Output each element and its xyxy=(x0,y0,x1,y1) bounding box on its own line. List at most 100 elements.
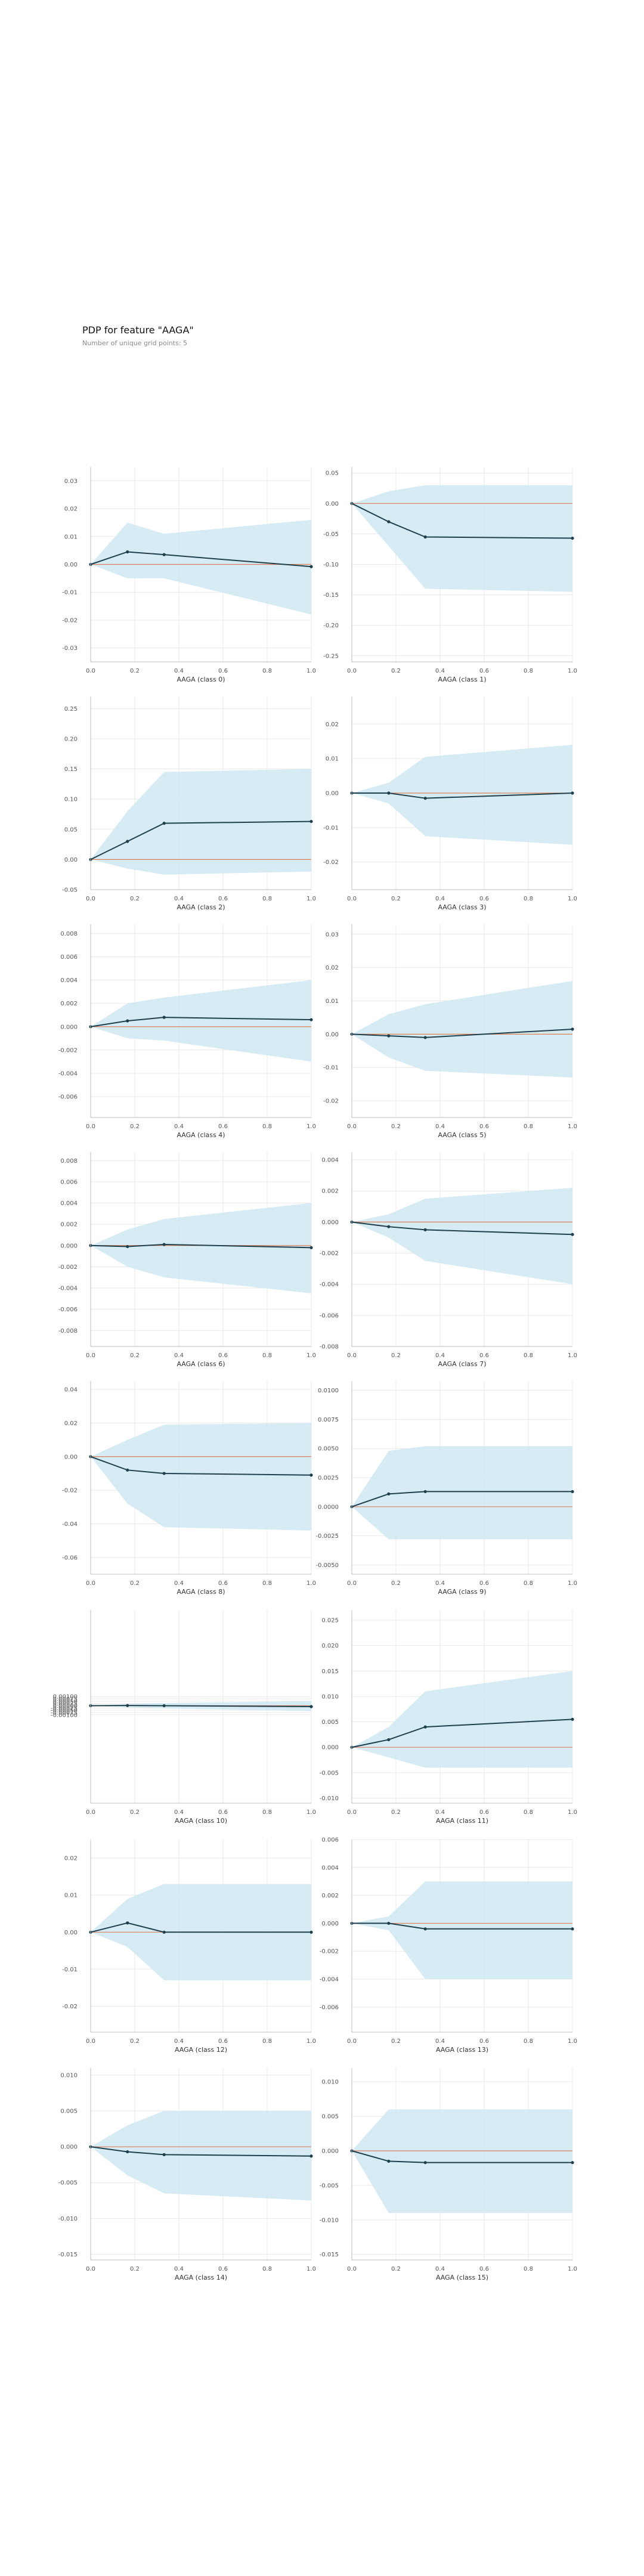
x-tick-label: 0.2 xyxy=(130,1352,140,1359)
x-tick-label: 0.0 xyxy=(86,2266,95,2272)
x-tick-label: 0.4 xyxy=(174,1352,184,1359)
y-tick-label: 0.05 xyxy=(64,826,78,833)
y-tick-label: 0.03 xyxy=(326,931,339,938)
pdp-point xyxy=(309,819,313,823)
y-tick-label: -0.004 xyxy=(58,1070,78,1077)
y-tick-label: 0.01 xyxy=(326,998,339,1005)
pdp-series-line xyxy=(352,792,573,799)
pdp-point xyxy=(126,1704,129,1707)
x-axis-label: AAGA (class 13) xyxy=(436,2046,488,2054)
y-tick-label: 0.004 xyxy=(321,1865,339,1871)
y-tick-label: 0.0000 xyxy=(318,1504,339,1510)
y-tick-label: -0.005 xyxy=(58,2180,78,2187)
y-tick-label: -0.006 xyxy=(320,2004,339,2011)
pdp-chart-9: 0.0 0.2 0.4 0.6 0.8 1.0 -0.0050 -0.0025 0.0000 0.… xyxy=(315,1381,577,1596)
y-tick-label: 0.008 xyxy=(60,1158,78,1165)
x-tick-label: 0.6 xyxy=(218,2038,228,2045)
x-tick-label: 1.0 xyxy=(568,1123,577,1130)
pdp-point xyxy=(126,2150,129,2154)
y-tick-label: -0.00050 xyxy=(51,1708,78,1714)
pdp-point xyxy=(126,1468,129,1472)
x-tick-label: 0.2 xyxy=(391,896,401,902)
x-axis-label: AAGA (class 9) xyxy=(438,1588,486,1596)
x-tick-label: 0.4 xyxy=(435,1352,445,1359)
y-tick-label: 0.00 xyxy=(64,857,78,863)
y-tick-label: -0.10 xyxy=(323,562,339,568)
y-tick-label: -0.00025 xyxy=(51,1705,78,1712)
x-tick-label: 0.6 xyxy=(218,896,228,902)
y-tick-label: 0.02 xyxy=(326,965,339,971)
y-tick-label: -0.01 xyxy=(323,825,339,831)
x-tick-label: 0.6 xyxy=(479,668,489,674)
y-tick-label: 0.02 xyxy=(64,1856,78,1862)
y-tick-label: 0.02 xyxy=(326,722,339,728)
confidence-band xyxy=(91,769,311,875)
x-tick-label: 0.2 xyxy=(130,2038,140,2045)
y-tick-label: 0.03 xyxy=(64,478,78,485)
x-tick-label: 0.6 xyxy=(479,1352,489,1359)
pdp-point xyxy=(571,791,574,795)
y-tick-label: 0.004 xyxy=(321,1157,339,1164)
pdp-chart-1: 0.0 0.2 0.4 0.6 0.8 1.0 -0.25 -0.20 -0.15 -0.10 -0… xyxy=(323,467,577,683)
confidence-band xyxy=(352,485,572,592)
y-tick-label: 0.02 xyxy=(64,1420,78,1427)
y-tick-label: 0.004 xyxy=(60,977,78,984)
y-tick-label: 0.005 xyxy=(60,2109,78,2115)
pdp-point xyxy=(162,1015,166,1019)
confidence-band xyxy=(352,1187,572,1284)
y-tick-label: -0.002 xyxy=(320,1250,339,1257)
pdp-chart-8: 0.0 0.2 0.4 0.6 0.8 1.0 -0.06 -0.04 -0.02 0.00 0.0… xyxy=(62,1381,316,1596)
confidence-band xyxy=(352,1446,572,1540)
pdp-chart-14: 0.0 0.2 0.4 0.6 0.8 1.0 -0.015 -0.010 -0.005 0.00… xyxy=(58,2068,316,2281)
y-tick-label: 0.005 xyxy=(321,1719,339,1726)
y-tick-label: 0.00 xyxy=(326,1032,339,1038)
x-tick-label: 0.0 xyxy=(86,1123,95,1130)
x-tick-label: 0.2 xyxy=(391,1123,401,1130)
y-tick-label: 0.04 xyxy=(64,1387,78,1394)
pdp-point xyxy=(423,1927,427,1931)
y-tick-label: 0.00050 xyxy=(53,1698,78,1705)
pdp-point xyxy=(126,840,129,843)
pdp-point xyxy=(423,2161,427,2165)
y-tick-label: -0.015 xyxy=(320,2252,339,2258)
y-tick-label: 0.10 xyxy=(64,797,78,803)
y-tick-label: 0.00 xyxy=(64,1930,78,1936)
pdp-chart-7: 0.0 0.2 0.4 0.6 0.8 1.0 -0.008 -0.006 -0.004 -0.0… xyxy=(320,1152,577,1368)
y-tick-label: 0.15 xyxy=(64,766,78,773)
y-tick-label: -0.010 xyxy=(320,1795,339,1802)
y-tick-label: 0.008 xyxy=(60,931,78,937)
y-tick-label: -0.02 xyxy=(323,1098,339,1105)
pdp-series-line xyxy=(351,2150,572,2163)
confidence-band xyxy=(352,1881,572,1980)
y-tick-label: 0.0050 xyxy=(318,1446,339,1453)
x-tick-label: 0.4 xyxy=(435,668,445,674)
x-tick-label: 0.0 xyxy=(86,2038,95,2045)
x-tick-label: 0.4 xyxy=(174,2038,184,2045)
y-tick-label: -0.005 xyxy=(320,2182,339,2189)
pdp-point xyxy=(162,2153,166,2156)
pdp-point xyxy=(423,797,427,800)
pdp-series-line xyxy=(90,1243,312,1249)
y-tick-label: 0.00 xyxy=(64,1454,78,1460)
x-axis-label: AAGA (class 5) xyxy=(438,1131,486,1139)
x-tick-label: 1.0 xyxy=(306,1809,316,1816)
y-tick-label: 0.01 xyxy=(64,534,78,540)
y-tick-label: -0.02 xyxy=(62,1488,78,1494)
x-tick-label: 0.4 xyxy=(435,1809,445,1816)
x-tick-label: 0.2 xyxy=(130,1809,140,1816)
y-tick-label: -0.006 xyxy=(58,1094,78,1100)
y-tick-label: 0.004 xyxy=(60,1200,78,1207)
pdp-chart-12: 0.0 0.2 0.4 0.6 0.8 1.0 -0.02 -0.01 0.00 0.01 0.02… xyxy=(62,1840,316,2054)
y-tick-label: 0.05 xyxy=(326,470,339,477)
pdp-point xyxy=(126,1921,129,1925)
x-tick-label: 0.8 xyxy=(262,1809,272,1816)
x-tick-label: 0.6 xyxy=(218,1809,228,1816)
x-tick-label: 0.8 xyxy=(524,1809,533,1816)
pdp-series-line xyxy=(90,1705,312,1707)
x-tick-label: 0.4 xyxy=(435,1580,445,1587)
confidence-band xyxy=(352,1671,572,1768)
x-tick-label: 0.8 xyxy=(524,668,533,674)
pdp-chart-11: 0.0 0.2 0.4 0.6 0.8 1.0 -0.010 -0.005 0.000 0.005… xyxy=(320,1610,577,1825)
x-tick-label: 0.4 xyxy=(174,1809,184,1816)
